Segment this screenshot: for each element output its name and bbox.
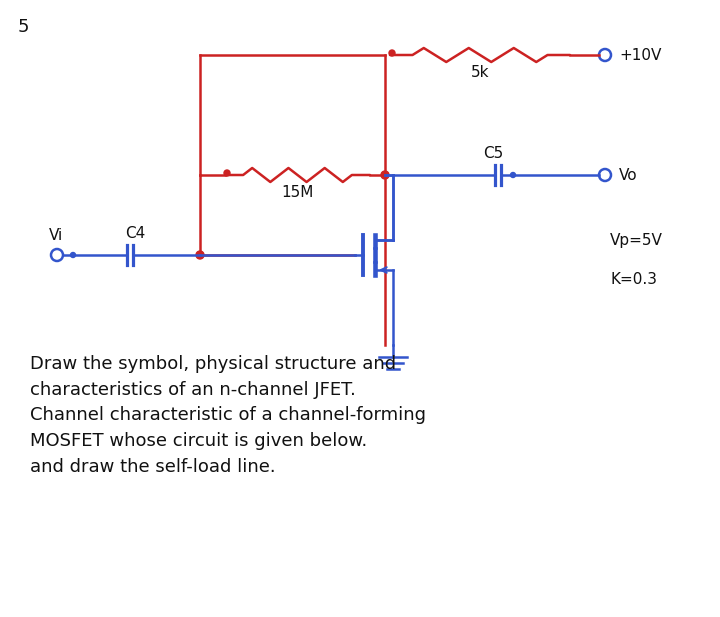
Text: 5: 5 xyxy=(18,18,30,36)
Circle shape xyxy=(510,173,516,178)
Text: Vo: Vo xyxy=(619,167,638,183)
Text: Vi: Vi xyxy=(49,228,63,243)
Circle shape xyxy=(381,171,389,179)
Text: C5: C5 xyxy=(483,146,503,161)
Text: Draw the symbol, physical structure and
characteristics of an n-channel JFET.
Ch: Draw the symbol, physical structure and … xyxy=(30,355,426,476)
Text: Vp=5V: Vp=5V xyxy=(610,233,663,247)
Text: 5k: 5k xyxy=(471,65,490,80)
Text: K=0.3: K=0.3 xyxy=(610,273,657,288)
Text: 15M: 15M xyxy=(282,185,314,200)
Circle shape xyxy=(196,251,204,259)
Circle shape xyxy=(71,252,76,257)
Circle shape xyxy=(224,170,230,176)
Text: C4: C4 xyxy=(125,226,145,241)
Text: +10V: +10V xyxy=(619,48,662,62)
Circle shape xyxy=(389,50,395,56)
